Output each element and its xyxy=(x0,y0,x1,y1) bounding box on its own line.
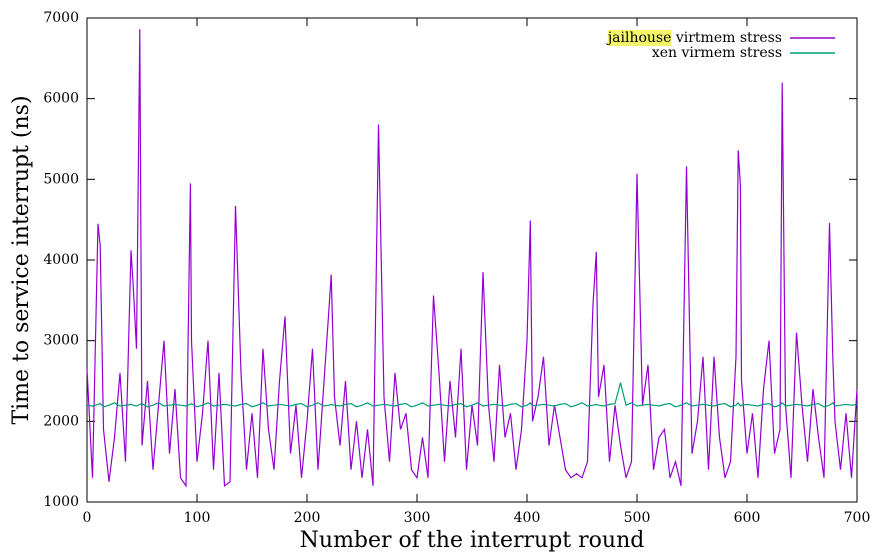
legend-label: xen virmem stress xyxy=(652,45,782,61)
legend-label: jailhouse virtmem stress xyxy=(606,30,782,46)
y-tick-label: 4000 xyxy=(43,252,79,268)
x-tick-label: 0 xyxy=(83,510,92,526)
plot-frame xyxy=(86,17,858,503)
y-tick-label: 1000 xyxy=(43,494,79,510)
series-line xyxy=(86,382,858,408)
y-axis-label: Time to service interrupt (ns) xyxy=(9,95,34,424)
x-tick-label: 200 xyxy=(294,510,321,526)
y-tick-label: 3000 xyxy=(43,333,79,349)
x-tick-label: 600 xyxy=(734,510,761,526)
x-axis-label: Number of the interrupt round xyxy=(300,528,645,553)
y-tick-label: 2000 xyxy=(43,413,79,429)
x-tick-label: 100 xyxy=(184,510,211,526)
legend-highlight xyxy=(607,30,672,46)
y-tick-label: 5000 xyxy=(43,171,79,187)
y-tick-label: 7000 xyxy=(43,10,79,26)
series-line xyxy=(86,29,858,488)
x-tick-label: 400 xyxy=(514,510,541,526)
x-tick-label: 700 xyxy=(844,510,871,526)
x-tick-label: 300 xyxy=(404,510,431,526)
y-tick-label: 6000 xyxy=(43,91,79,107)
x-tick-label: 500 xyxy=(624,510,651,526)
